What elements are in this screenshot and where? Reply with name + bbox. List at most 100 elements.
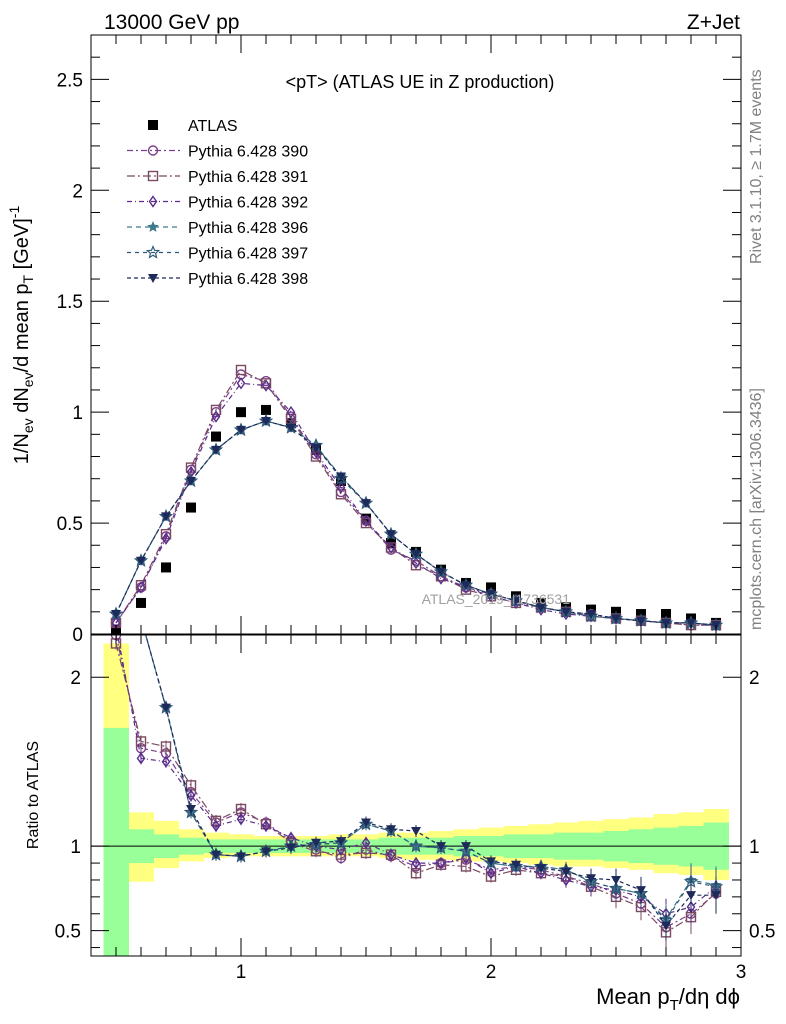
data-point bbox=[636, 616, 646, 626]
data-point bbox=[361, 514, 371, 528]
svg-text:Mean pT/dη dϕ: Mean pT/dη dϕ bbox=[596, 984, 740, 1014]
ratio-point bbox=[135, 612, 146, 623]
header-right: Z+Jet bbox=[687, 11, 740, 34]
data-point bbox=[536, 603, 546, 613]
ratio-point bbox=[536, 866, 546, 880]
data-point bbox=[436, 567, 446, 577]
data-point bbox=[511, 596, 521, 606]
ratio-point bbox=[111, 335, 121, 344]
ratio-point bbox=[186, 789, 196, 802]
legend-item: ATLAS bbox=[148, 118, 238, 135]
ratio-line bbox=[115, 635, 717, 929]
ratio-point bbox=[461, 851, 471, 865]
y-tick-label: 1 bbox=[72, 403, 83, 424]
ratio-y-tick-label: 0.5 bbox=[55, 922, 81, 943]
main-plot-title: <pT> (ATLAS UE in Z production) bbox=[286, 72, 555, 92]
data-point bbox=[211, 431, 221, 442]
ratio-point bbox=[286, 843, 296, 853]
header-left: 13000 GeV pp bbox=[104, 11, 239, 34]
data-point bbox=[236, 407, 246, 418]
legend-label: Pythia 6.428 390 bbox=[188, 144, 308, 161]
data-point bbox=[286, 423, 296, 433]
ratio-point bbox=[186, 805, 196, 815]
data-point bbox=[136, 597, 146, 608]
ratio-point bbox=[160, 741, 172, 752]
legend: ATLAS Pythia 6.428 390 Pythia 6.428 391 Pyt… bbox=[127, 118, 308, 288]
ratio-point bbox=[386, 825, 396, 835]
ratio-y-tick-label: 1 bbox=[70, 837, 81, 858]
series-398 bbox=[111, 417, 721, 631]
series-line bbox=[115, 382, 717, 626]
y-tick-label: 0 bbox=[72, 625, 83, 646]
data-point bbox=[261, 417, 271, 427]
series-line bbox=[115, 420, 717, 626]
ratio-point bbox=[110, 333, 121, 344]
legend-item: Pythia 6.428 390 bbox=[127, 144, 308, 161]
ratio-point bbox=[486, 866, 496, 880]
legend-marker bbox=[147, 145, 159, 156]
ratio-series-398 bbox=[111, 335, 721, 941]
ratio-point bbox=[135, 736, 147, 747]
data-point bbox=[161, 562, 171, 573]
series-line bbox=[115, 369, 716, 626]
data-point bbox=[161, 532, 171, 545]
ratio-point bbox=[386, 848, 396, 861]
ratio-point bbox=[711, 891, 721, 901]
legend-label: Pythia 6.428 392 bbox=[188, 195, 308, 212]
data-point bbox=[386, 541, 396, 554]
ratio-point bbox=[183, 804, 199, 819]
data-point bbox=[211, 410, 221, 423]
ratio-point bbox=[686, 891, 696, 901]
ratio-point bbox=[611, 875, 621, 885]
data-point bbox=[661, 609, 671, 620]
data-point bbox=[261, 404, 271, 415]
legend-label: Pythia 6.428 398 bbox=[188, 271, 308, 288]
y-tick-label: 2.5 bbox=[57, 70, 83, 91]
data-point bbox=[311, 445, 321, 459]
ratio-point bbox=[261, 847, 271, 857]
series-atlas bbox=[111, 404, 721, 634]
series-391 bbox=[110, 364, 722, 631]
data-point bbox=[686, 618, 696, 628]
ratio-point bbox=[361, 836, 371, 850]
series-392 bbox=[111, 377, 721, 632]
ratio-point bbox=[511, 860, 521, 870]
ratio-point bbox=[436, 856, 446, 870]
ratio-y-tick-label-right: 2 bbox=[749, 668, 760, 689]
data-point bbox=[461, 581, 471, 591]
legend-item: Pythia 6.428 396 bbox=[127, 220, 308, 237]
x-axis-label: Mean pT/dη dϕ bbox=[596, 984, 740, 1014]
ratio-point bbox=[136, 752, 146, 765]
ratio-point bbox=[661, 921, 671, 931]
main-plot-area bbox=[108, 364, 724, 634]
data-point bbox=[436, 572, 446, 585]
ratio-point bbox=[686, 900, 696, 914]
main-axes: 0 0.5 1 1.5 2 2.5 bbox=[57, 34, 742, 646]
data-point bbox=[261, 379, 271, 392]
data-point bbox=[236, 377, 246, 390]
ratio-series-390 bbox=[110, 635, 722, 943]
data-point bbox=[161, 512, 171, 522]
data-point bbox=[311, 443, 321, 453]
ratio-point bbox=[561, 867, 571, 877]
ratio-y-axis-label: Ratio to ATLAS bbox=[25, 741, 42, 849]
ratio-point bbox=[161, 755, 171, 768]
main-panel: ATLAS_2019_I1736531 <pT> (ATLAS UE in Z … bbox=[6, 34, 742, 646]
ratio-axes: 0.5 0.5 1 1 2 2 1 2 3 bbox=[55, 634, 775, 983]
ratio-series-392 bbox=[116, 635, 721, 929]
data-point bbox=[561, 607, 571, 617]
data-point bbox=[236, 425, 246, 435]
data-point bbox=[386, 530, 396, 540]
ratio-point bbox=[461, 842, 471, 852]
ratio-point bbox=[486, 857, 496, 867]
legend-item: Pythia 6.428 397 bbox=[127, 244, 308, 263]
ratio-point bbox=[311, 838, 321, 848]
ratio-y-tick-label-right: 1 bbox=[749, 837, 760, 858]
ratio-point bbox=[236, 852, 246, 862]
ratio-point bbox=[135, 612, 146, 623]
data-point bbox=[360, 517, 372, 529]
x-tick-label: 2 bbox=[486, 962, 497, 983]
data-point bbox=[336, 472, 346, 482]
legend-marker bbox=[147, 170, 159, 182]
